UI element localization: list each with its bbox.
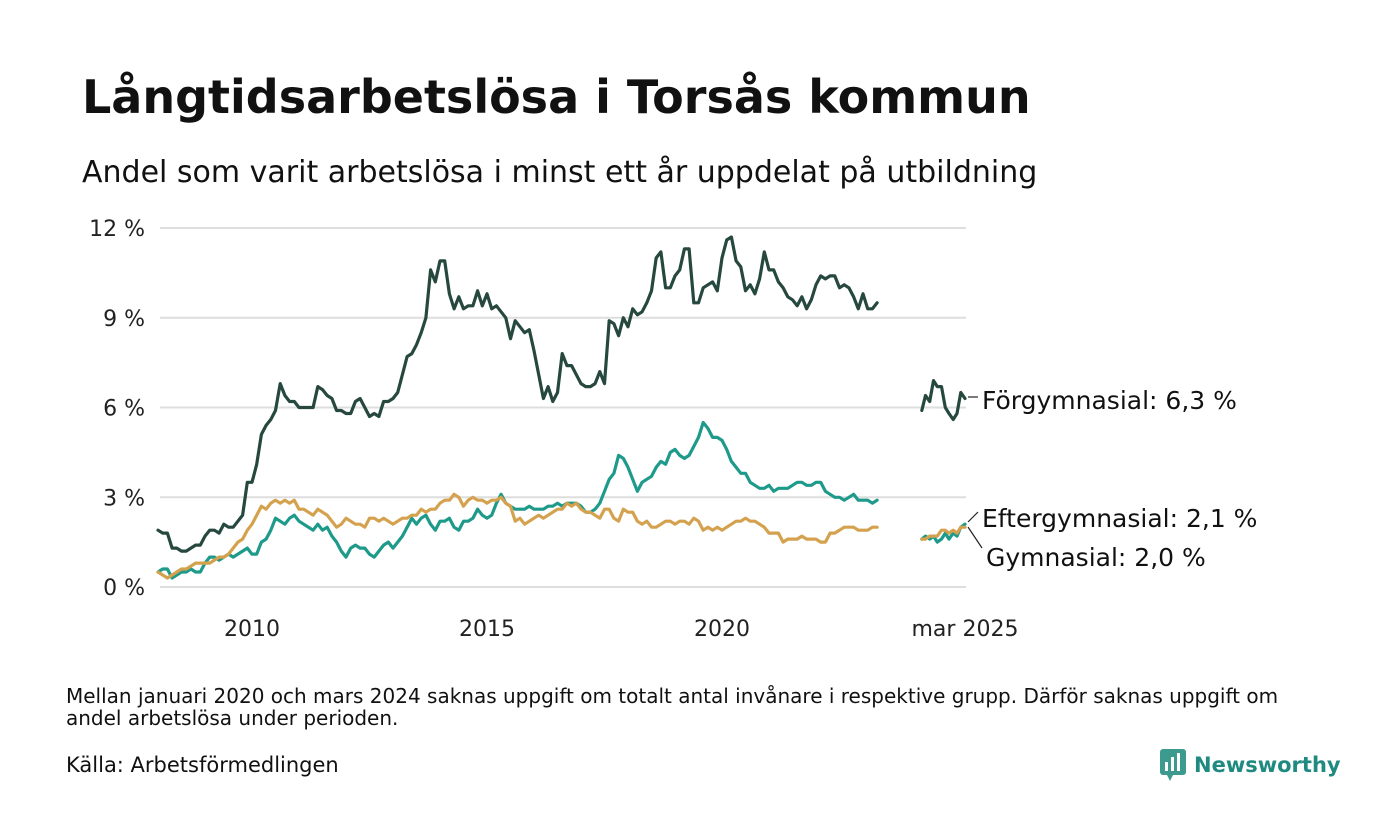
- x-tick-label: 2010: [224, 617, 280, 642]
- source-note: Källa: Arbetsförmedlingen: [66, 753, 339, 777]
- y-tick-label: 0 %: [103, 576, 145, 601]
- x-axis-ticks: 2010 2015 2020 mar 2025: [224, 617, 1018, 642]
- y-tick-label: 6 %: [103, 397, 145, 422]
- series-end-labels: Förgymnasial: 6,3 % Eftergymnasial: 2,1 %…: [967, 386, 1257, 572]
- series-lines: [156, 235, 967, 580]
- series-line-gymnasial: [156, 492, 879, 580]
- y-tick-label: 9 %: [103, 307, 145, 332]
- series-line-förgymnasial: [156, 235, 879, 553]
- series-line-eftergymnasial: [156, 420, 879, 580]
- label-leader: [967, 526, 983, 549]
- gridlines: [160, 227, 966, 588]
- series-end-label: Förgymnasial: 6,3 %: [982, 386, 1237, 415]
- x-tick-label: mar 2025: [912, 617, 1019, 642]
- y-tick-label: 12 %: [89, 217, 145, 242]
- series-end-label: Gymnasial: 2,0 %: [986, 543, 1206, 572]
- chart-subtitle: Andel som varit arbetslösa i minst ett å…: [82, 155, 1038, 190]
- x-tick-label: 2015: [459, 617, 515, 642]
- brand-name: Newsworthy: [1194, 753, 1341, 777]
- y-axis-ticks: 0 % 3 % 6 % 9 % 12 %: [89, 217, 145, 601]
- series-end-label: Eftergymnasial: 2,1 %: [982, 504, 1257, 533]
- x-tick-label: 2020: [694, 617, 750, 642]
- footnote: Mellan januari 2020 och mars 2024 saknas…: [66, 684, 1279, 730]
- y-tick-label: 3 %: [103, 486, 145, 511]
- brand-logo[interactable]: Newsworthy: [1160, 748, 1341, 782]
- newsworthy-logo-icon: [1160, 749, 1186, 781]
- series-line-förgymnasial: [920, 379, 967, 422]
- line-chart: 0 % 3 % 6 % 9 % 12 % 2010 2015 2020 mar 2025 Fö…: [89, 217, 1257, 642]
- chart-title: Långtidsarbetslösa i Torsås kommun: [82, 70, 1031, 124]
- label-leader: [967, 511, 979, 523]
- series-line-gymnasial: [920, 525, 967, 541]
- series-line-eftergymnasial: [920, 522, 967, 544]
